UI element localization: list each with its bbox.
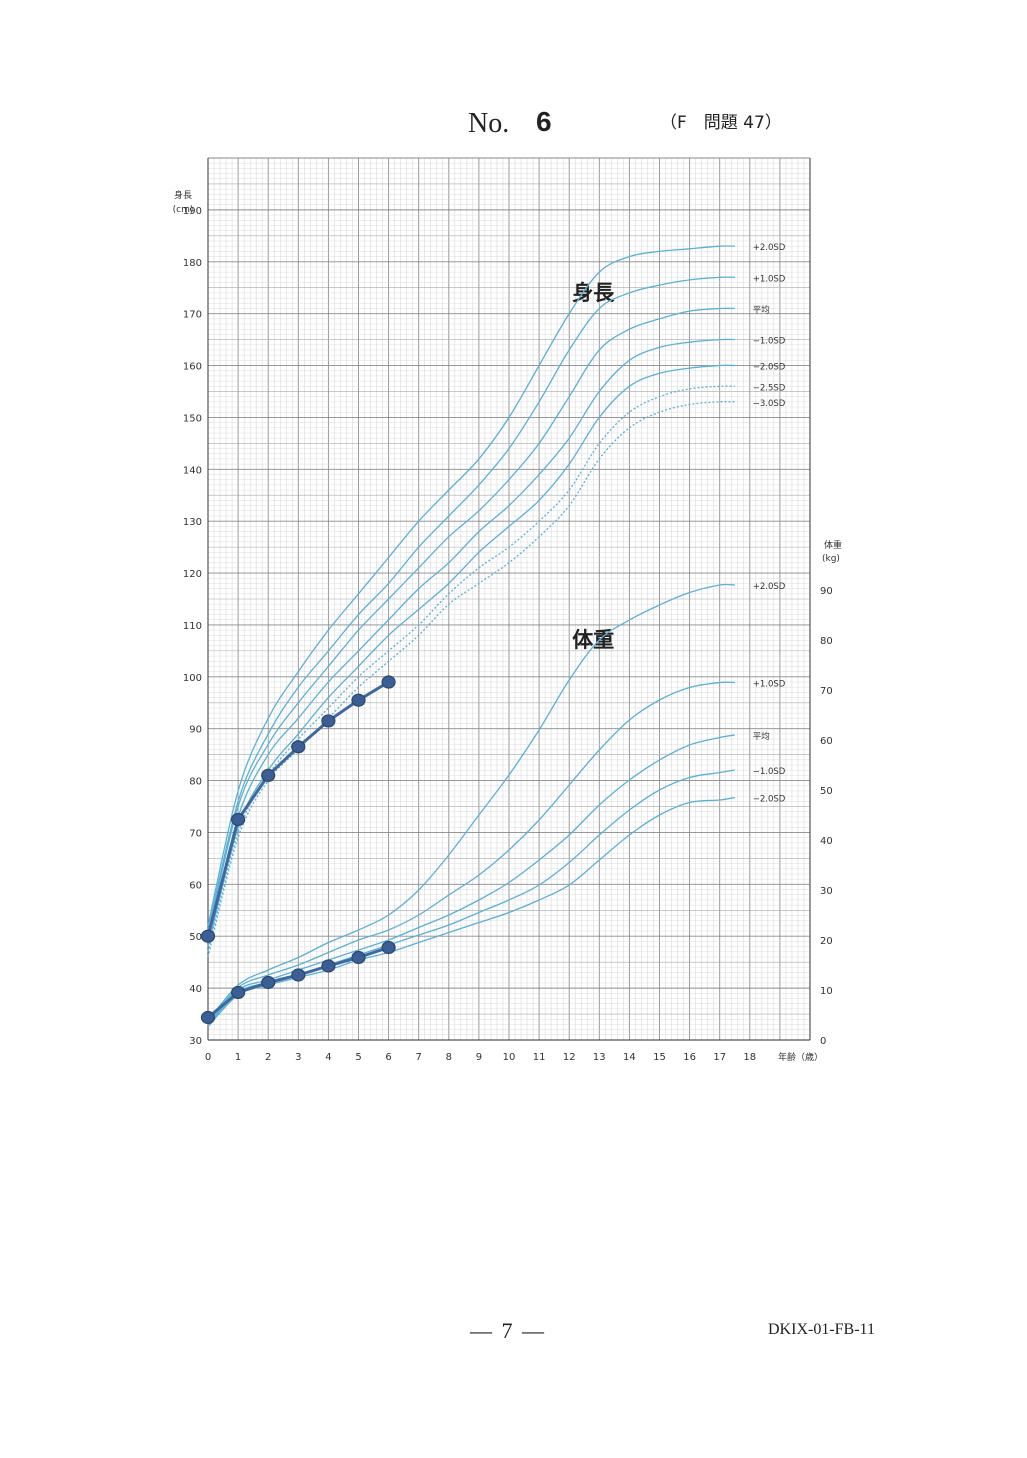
- x-tick-label: 11: [533, 1052, 546, 1063]
- patient-height-point: [261, 768, 276, 783]
- patient-weight-point: [351, 950, 366, 965]
- height-curve-label: −1.0SD: [753, 337, 786, 347]
- x-tick-label: 5: [355, 1052, 361, 1063]
- document-code: DKIX-01-FB-11: [768, 1321, 875, 1338]
- height-curve: [207, 245, 735, 927]
- patient-height-point: [351, 693, 366, 707]
- y-right-tick-label: 0: [820, 1036, 826, 1047]
- patient-weight-point: [200, 1010, 216, 1025]
- y-right-tick-label: 30: [820, 886, 833, 897]
- y-right-unit: (kg): [822, 554, 840, 564]
- patient-weight-point: [261, 975, 276, 990]
- patient-weight-point: [321, 959, 336, 973]
- y-right-label: 体重: [824, 539, 842, 551]
- x-tick-label: 6: [385, 1052, 391, 1063]
- y-left-tick-label: 90: [189, 725, 202, 736]
- x-axis-label: 年齢（歳）: [778, 1051, 823, 1063]
- height-curve-label: −2.5SD: [753, 383, 786, 393]
- height-curve-label: +1.0SD: [753, 274, 786, 284]
- x-tick-label: 17: [713, 1052, 726, 1063]
- patient-height-point: [200, 929, 216, 943]
- y-left-tick-label: 120: [183, 569, 202, 580]
- x-tick-label: 0: [205, 1052, 211, 1063]
- patient-height-point: [381, 675, 396, 689]
- y-right-tick-label: 70: [820, 686, 833, 697]
- x-tick-label: 16: [683, 1052, 696, 1063]
- number-label: No.: [468, 108, 510, 139]
- patient-weight-point: [381, 940, 396, 955]
- height-curve: [207, 307, 735, 937]
- x-tick-label: 1: [235, 1052, 241, 1063]
- patient-height-point: [321, 714, 336, 728]
- height-curve-label: +2.0SD: [753, 243, 786, 253]
- weight-curve-label: 平均: [753, 731, 770, 742]
- weight-title: 体重: [572, 628, 614, 652]
- weight-curve-label: +2.0SD: [753, 582, 786, 592]
- y-left-tick-label: 40: [189, 984, 202, 995]
- weight-curve: [207, 583, 735, 1022]
- y-left-tick-label: 110: [183, 621, 202, 632]
- y-right-tick-label: 10: [820, 986, 833, 997]
- y-left-tick-label: 70: [189, 828, 202, 839]
- y-left-tick-label: 30: [189, 1036, 202, 1047]
- y-left-label: 身長: [174, 189, 192, 201]
- x-tick-label: 8: [446, 1052, 452, 1063]
- height-curve: [207, 364, 735, 947]
- x-tick-label: 10: [503, 1052, 516, 1063]
- x-tick-label: 4: [325, 1052, 331, 1063]
- y-left-tick-label: 180: [183, 258, 202, 269]
- page-header: No. 6 （F 問題 47）: [0, 106, 1027, 148]
- y-right-tick-label: 20: [820, 936, 833, 947]
- y-left-tick-label: 160: [183, 362, 202, 373]
- x-tick-label: 3: [295, 1052, 301, 1063]
- y-left-tick-label: 100: [183, 673, 202, 684]
- x-tick-label: 15: [653, 1052, 666, 1063]
- weight-curve-label: +1.0SD: [753, 680, 786, 690]
- x-tick-label: 14: [623, 1052, 636, 1063]
- patient-weight-point: [291, 968, 306, 982]
- y-left-tick-label: 80: [189, 777, 202, 788]
- patient-height-point: [291, 740, 306, 754]
- y-right-tick-label: 90: [820, 586, 833, 597]
- x-tick-label: 13: [593, 1052, 606, 1063]
- y-left-tick-label: 170: [183, 310, 202, 321]
- y-left-tick-label: 60: [189, 880, 202, 891]
- height-title: 身長: [572, 281, 615, 305]
- y-right-tick-label: 80: [820, 636, 833, 647]
- weight-curve: [207, 681, 735, 1024]
- height-curve: [207, 385, 735, 952]
- height-curve-label: −3.0SD: [753, 399, 786, 409]
- weight-curve-label: −1.0SD: [753, 767, 786, 777]
- y-left-tick-label: 190: [183, 206, 202, 217]
- height-curve-label: 平均: [753, 304, 770, 315]
- x-tick-label: 9: [476, 1052, 482, 1063]
- number-value: 6: [536, 106, 552, 137]
- y-left-unit: (cm): [173, 205, 194, 215]
- height-curve: [207, 338, 735, 942]
- patient-height-point: [231, 812, 246, 827]
- x-tick-label: 18: [743, 1052, 756, 1063]
- x-tick-label: 7: [416, 1052, 422, 1063]
- x-tick-label: 2: [265, 1052, 271, 1063]
- y-left-tick-label: 140: [183, 465, 202, 476]
- grid-lines: [207, 157, 811, 1041]
- patient-weight-point: [231, 985, 246, 1000]
- question-ref: （F 問題 47）: [660, 113, 782, 133]
- y-left-tick-label: 50: [189, 932, 202, 943]
- y-left-tick-label: 130: [183, 517, 202, 528]
- y-right-tick-label: 60: [820, 736, 833, 747]
- y-right-tick-label: 50: [820, 786, 833, 797]
- height-curve: [207, 276, 735, 932]
- height-curve-label: −2.0SD: [753, 363, 786, 373]
- page-number: — 7 —: [470, 1318, 546, 1343]
- y-left-tick-label: 150: [183, 413, 202, 424]
- height-curve: [207, 400, 735, 958]
- y-right-tick-label: 40: [820, 836, 833, 847]
- weight-curve-label: −2.0SD: [753, 795, 786, 805]
- x-tick-label: 12: [563, 1052, 576, 1063]
